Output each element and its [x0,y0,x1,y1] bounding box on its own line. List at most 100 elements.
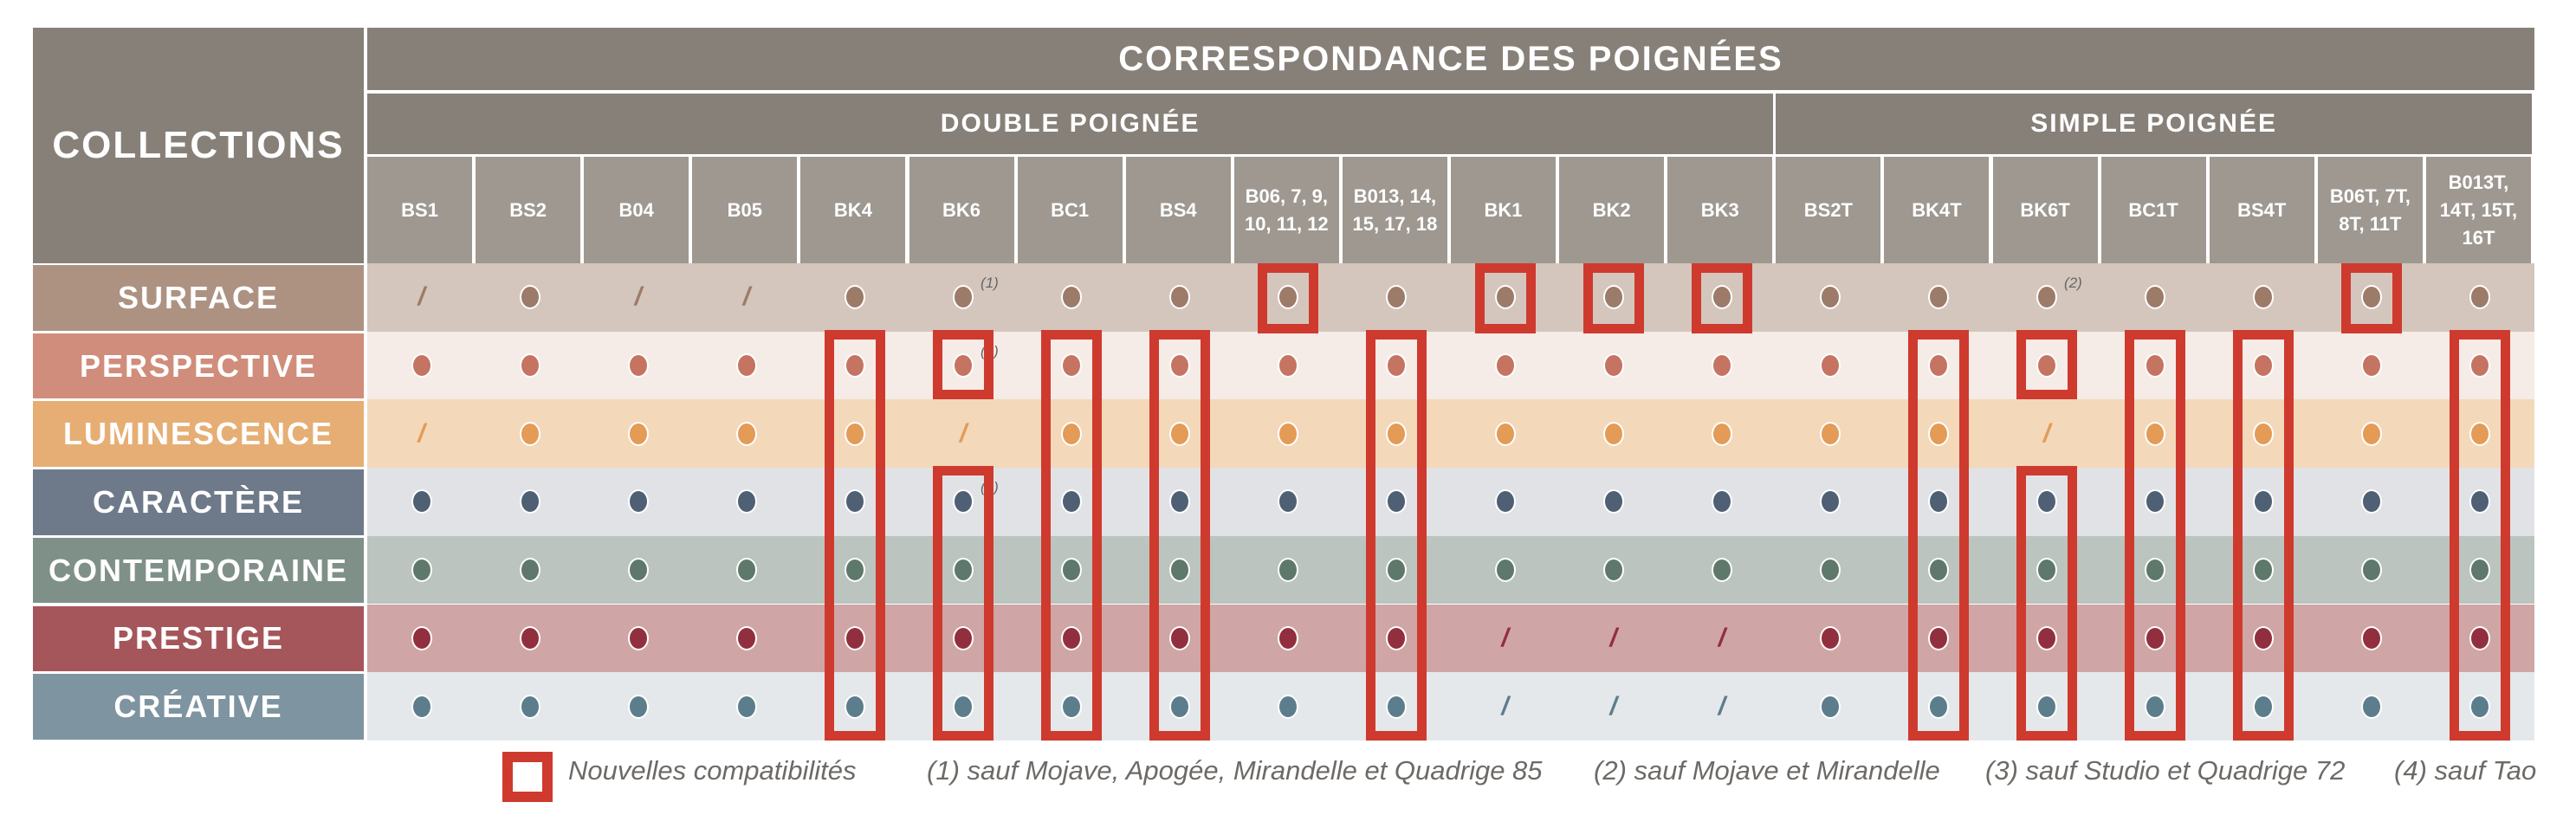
footnote-2: (2) sauf Mojave et Mirandelle [1594,755,1940,786]
compat-cell [2318,468,2426,536]
compat-cell [1126,332,1234,400]
compat-cell [909,605,1018,673]
compatible-dot-icon [1819,489,1841,514]
compatible-dot-icon [2253,421,2275,446]
compatible-dot-icon [953,625,974,650]
compatible-dot-icon [627,421,649,446]
collections-header: COLLECTIONS [33,28,364,263]
compat-cell [1234,332,1343,400]
column-header: BK6 [909,157,1014,263]
compatible-dot-icon [2145,353,2166,378]
compat-cell [2210,672,2318,741]
compat-cell [800,332,909,400]
compatible-dot-icon [2036,353,2058,378]
compat-cell [1776,263,1884,332]
compat-cell [1884,536,1992,605]
compat-cell [1234,399,1343,468]
not-compatible-slash-icon: / [1718,623,1725,652]
collection-label: CRÉATIVE [33,674,364,740]
compat-cell [2426,468,2534,536]
compat-cell [2318,605,2426,673]
compatible-dot-icon [735,625,757,650]
compatible-dot-icon [2361,285,2383,310]
compat-cell [1451,536,1559,605]
compat-cell [2101,332,2210,400]
new-compatibility-highlight [1582,263,1644,333]
collection-row [367,263,2534,332]
column-header: BK2 [1559,157,1665,263]
compatible-dot-icon [627,625,649,650]
collection-row [367,604,2534,673]
compat-cell [1776,672,1884,741]
compat-cell [1343,536,1451,605]
compatible-dot-icon [1927,558,1949,583]
compat-cell [692,672,800,741]
compatible-dot-icon [844,489,865,514]
compatible-dot-icon [1819,694,1841,719]
compatible-dot-icon [2361,694,2383,719]
compatible-dot-icon [735,558,757,583]
compat-cell [1667,332,1776,400]
compat-cell [1451,399,1559,468]
new-compatibility-highlight [1149,329,1211,741]
compat-cell [1993,536,2101,605]
compatible-dot-icon [844,421,865,446]
footnote-4: (4) sauf Tao [2394,755,2537,786]
compat-cell [1993,672,2101,741]
compatible-dot-icon [411,625,432,650]
new-compatibility-highlight [933,466,994,741]
compatible-dot-icon [1169,353,1191,378]
compat-cell [1559,263,1667,332]
compat-cell [1884,468,1992,536]
compatible-dot-icon [1711,489,1732,514]
compat-cell [584,605,692,673]
compatible-dot-icon [2469,625,2491,650]
not-compatible-slash-icon: / [1501,623,1509,652]
compat-cell: / [692,263,800,332]
compatible-dot-icon [1711,421,1732,446]
compat-cell: / [909,399,1018,468]
compat-cell: / [1559,605,1667,673]
compat-cell [2426,672,2534,741]
compatible-dot-icon [1927,285,1949,310]
not-compatible-slash-icon: / [1501,691,1509,721]
compatible-dot-icon [2036,558,2058,583]
compatible-dot-icon [2145,421,2166,446]
compatible-dot-icon [1494,421,1516,446]
column-header: B013, 14, 15, 17, 18 [1342,157,1447,263]
compatible-dot-icon [1386,558,1408,583]
compatible-dot-icon [735,694,757,719]
collection-label: CONTEMPORAINE [33,537,364,604]
compatible-dot-icon [1494,489,1516,514]
compat-cell [1343,332,1451,400]
compat-cell [367,332,476,400]
compat-cell [1559,332,1667,400]
compatible-dot-icon [1278,694,1299,719]
footnote-ref: (1) [981,275,999,292]
compatible-dot-icon [1602,489,1624,514]
compat-cell [1018,672,1126,741]
compatible-dot-icon [1819,285,1841,310]
compat-cell [2101,605,2210,673]
compat-cell [1559,399,1667,468]
compatible-dot-icon [844,558,865,583]
compat-cell [1343,605,1451,673]
compat-cell [1018,536,1126,605]
compat-cell [800,263,909,332]
column-header: BK4T [1884,157,1990,263]
compat-cell [584,672,692,741]
compatible-dot-icon [2145,489,2166,514]
compat-cell: (2) [1993,263,2101,332]
compat-cell [1018,332,1126,400]
compat-cell [367,536,476,605]
compatible-dot-icon [627,558,649,583]
compatible-dot-icon [2361,489,2383,514]
compatible-dot-icon [1278,489,1299,514]
compatible-dot-icon [411,489,432,514]
compatible-dot-icon [1386,489,1408,514]
compat-cell [584,468,692,536]
compat-cell [1993,605,2101,673]
new-compatibility-highlight [2016,466,2078,741]
compatible-dot-icon [1602,285,1624,310]
compatible-dot-icon [411,694,432,719]
